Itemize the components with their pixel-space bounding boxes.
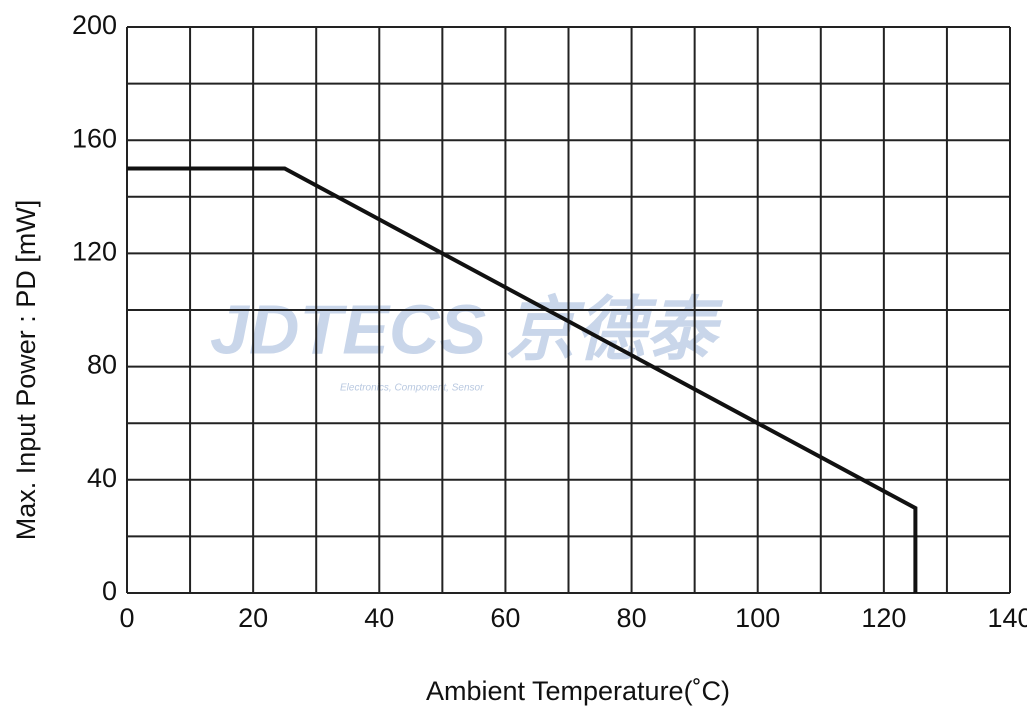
x-tick-label: 40	[364, 603, 394, 633]
x-tick-label: 140	[987, 603, 1027, 633]
y-tick-label: 40	[87, 463, 117, 493]
y-tick-label: 160	[72, 123, 117, 153]
x-tick-label: 100	[735, 603, 780, 633]
y-tick-label: 120	[72, 237, 117, 267]
y-axis-label: Max. Input Power : PD [mW]	[11, 200, 41, 541]
x-axis-label: Ambient Temperature(˚C)	[426, 676, 730, 706]
x-tick-label: 0	[119, 603, 134, 633]
y-tick-label: 0	[102, 576, 117, 606]
x-tick-label: 80	[617, 603, 647, 633]
data-line	[127, 166, 918, 593]
y-tick-label: 200	[72, 10, 117, 40]
y-tick-label: 80	[87, 350, 117, 380]
x-tick-label: 60	[490, 603, 520, 633]
x-tick-label: 20	[238, 603, 268, 633]
x-tick-label: 120	[861, 603, 906, 633]
watermark-subtitle: Electronics, Component, Sensor	[340, 383, 484, 394]
watermark: JDTECS 京德泰	[210, 290, 724, 368]
